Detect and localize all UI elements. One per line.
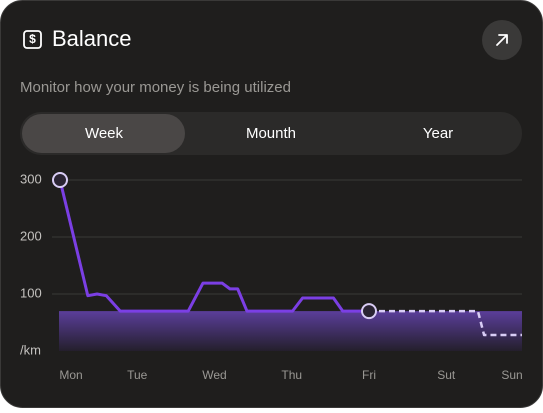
line: [58, 179, 369, 313]
x-tick-label: Tue: [127, 368, 148, 382]
point-marker: [52, 172, 68, 188]
y-tick-label: 200: [20, 228, 42, 243]
x-tick-label: Sun: [501, 368, 522, 382]
band-area: [59, 311, 522, 351]
x-tick-label: Wed: [202, 368, 226, 382]
x-tick-label: Thu: [281, 368, 302, 382]
plot: 300 200 100/km Mon Tue Wed Thu Fri Sut Sun: [20, 171, 523, 382]
x-tick-label: Mon: [59, 368, 82, 382]
open-button[interactable]: [482, 20, 522, 60]
x-tick-label: Sut: [437, 368, 456, 382]
y-tick-label: 300: [20, 171, 42, 186]
title: Balance: [52, 26, 132, 51]
y-tick-label: 100: [20, 285, 42, 300]
dollar-icon: $: [23, 30, 42, 49]
subtitle: Monitor how your money is being utilized: [20, 79, 291, 96]
point-marker: [361, 303, 377, 320]
tab[interactable]: Year: [423, 125, 453, 142]
y-tick-label: /km: [20, 342, 41, 357]
tab[interactable]: Week: [85, 125, 124, 142]
x-tick-label: Fri: [362, 368, 376, 382]
active-tab[interactable]: [22, 114, 185, 153]
svg-text:$: $: [29, 32, 36, 46]
tab[interactable]: Mounth: [246, 125, 296, 142]
line: [369, 309, 522, 337]
